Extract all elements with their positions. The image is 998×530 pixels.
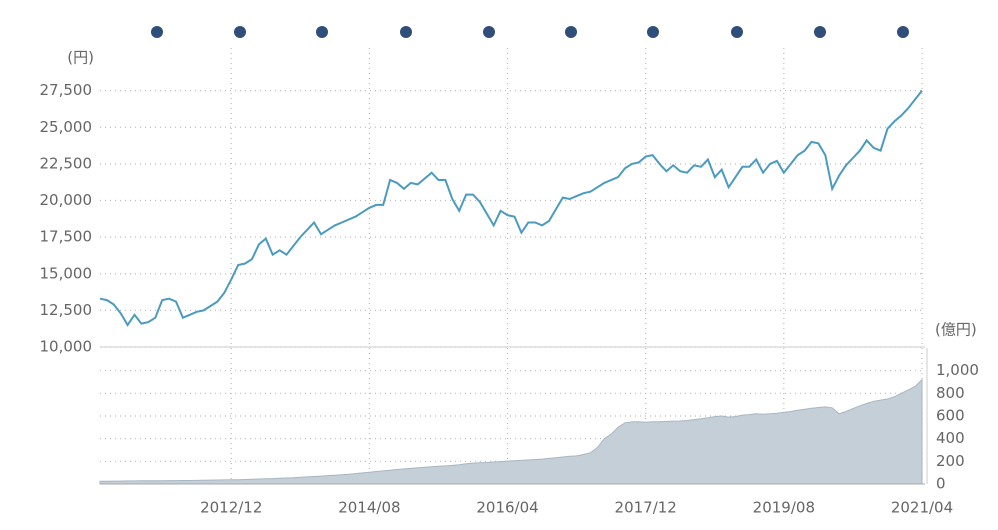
x-tick-label: 2021/04 — [891, 499, 953, 517]
marker — [316, 26, 328, 38]
area — [99, 378, 923, 485]
y-tick-label: 17,500 — [40, 228, 93, 246]
y2-tick-label: 600 — [936, 407, 965, 425]
x-tick-label: 2017/12 — [615, 499, 677, 517]
y-tick-label: 12,500 — [40, 301, 93, 319]
marker — [647, 26, 659, 38]
y-tick-label: 10,000 — [40, 338, 93, 356]
marker — [814, 26, 826, 38]
marker — [151, 26, 163, 38]
y-tick-label: 27,500 — [40, 81, 93, 99]
y-tick-label: 15,000 — [40, 264, 93, 282]
x-tick-label: 2019/08 — [753, 499, 815, 517]
x-tick-label: 2016/04 — [476, 499, 538, 517]
y2-tick-label: 800 — [936, 384, 965, 402]
line — [99, 89, 923, 327]
x-tick-label: 2012/12 — [200, 499, 262, 517]
y-unit: (円) — [67, 49, 94, 67]
y2-unit: (億円) — [935, 321, 977, 339]
y2-tick-label: 1,000 — [936, 361, 979, 379]
x-tick-label: 2014/08 — [338, 499, 400, 517]
y-tick-label: 25,000 — [40, 118, 93, 136]
marker — [731, 26, 743, 38]
distribution-markers — [151, 26, 909, 38]
y2-tick-label: 400 — [936, 429, 965, 447]
y-tick-label: 20,000 — [40, 191, 93, 209]
y2-tick-label: 0 — [936, 475, 946, 493]
marker — [483, 26, 495, 38]
marker — [565, 26, 577, 38]
marker — [897, 26, 909, 38]
marker — [234, 26, 246, 38]
marker — [400, 26, 412, 38]
y-tick-label: 22,500 — [40, 154, 93, 172]
y2-tick-label: 200 — [936, 452, 965, 470]
